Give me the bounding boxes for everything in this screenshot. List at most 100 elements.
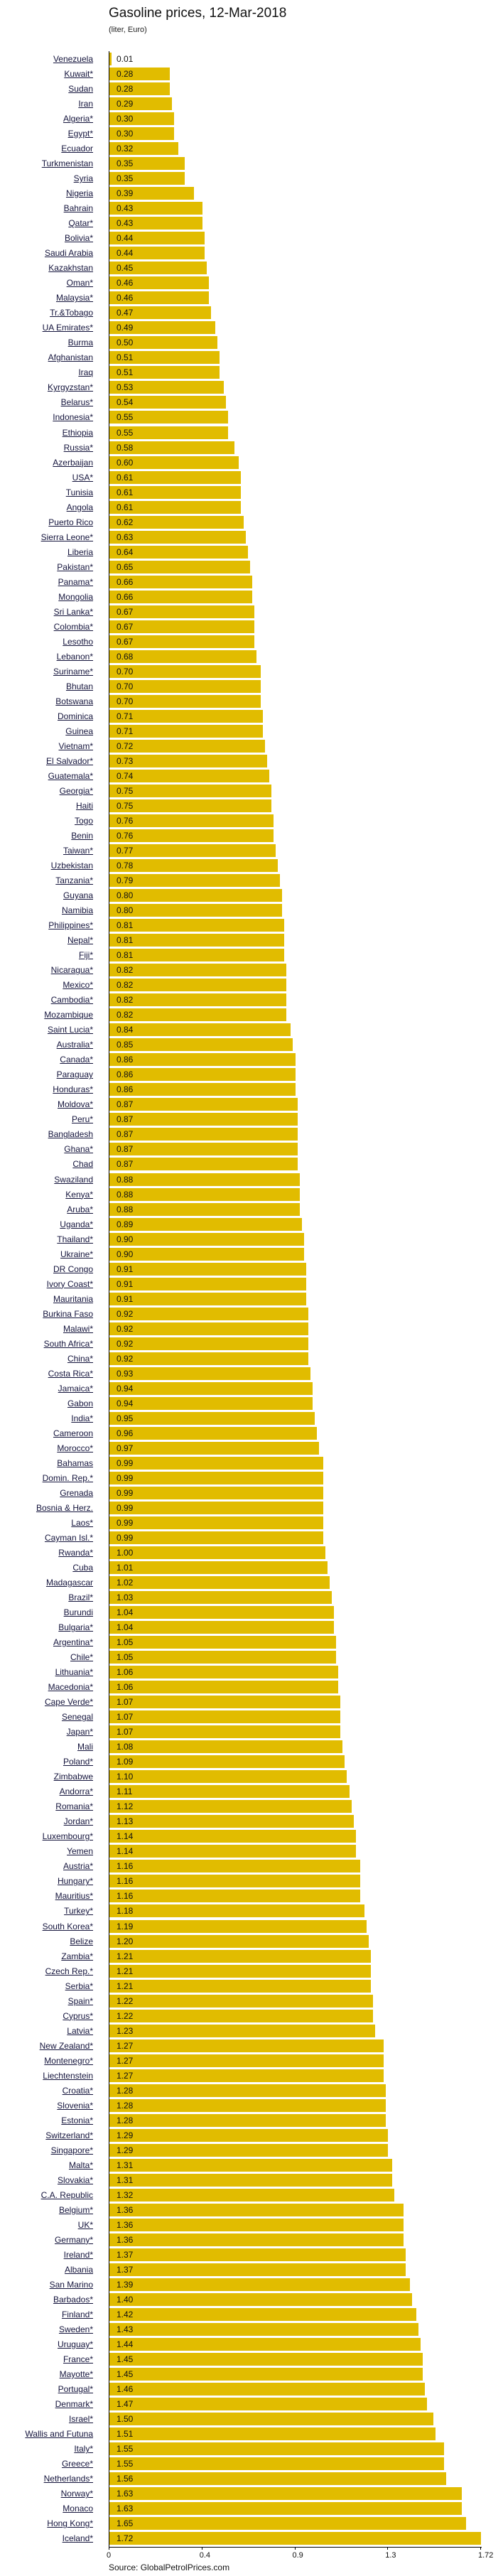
country-label[interactable]: Chad bbox=[72, 1159, 93, 1170]
country-label[interactable]: Australia* bbox=[56, 1040, 93, 1050]
country-label[interactable]: Bangladesh bbox=[48, 1129, 93, 1140]
country-label[interactable]: Lithuania* bbox=[55, 1667, 93, 1678]
country-label[interactable]: Saint Lucia* bbox=[47, 1025, 93, 1035]
country-label[interactable]: Benin bbox=[71, 831, 93, 841]
country-label[interactable]: Laos* bbox=[71, 1517, 93, 1528]
country-label[interactable]: Azerbaijan bbox=[53, 457, 93, 468]
country-label[interactable]: Barbados* bbox=[53, 2295, 93, 2305]
country-label[interactable]: Saudi Arabia bbox=[44, 248, 93, 259]
country-label[interactable]: Lebanon* bbox=[56, 651, 93, 662]
country-label[interactable]: Ethiopia bbox=[62, 427, 93, 438]
country-label[interactable]: Angola bbox=[66, 502, 93, 512]
country-label[interactable]: Russia* bbox=[63, 442, 93, 453]
country-label[interactable]: Sri Lanka* bbox=[53, 606, 93, 617]
country-label[interactable]: Malaysia* bbox=[55, 293, 93, 303]
country-label[interactable]: Iran bbox=[78, 99, 93, 109]
country-label[interactable]: Ghana* bbox=[64, 1144, 93, 1155]
country-label[interactable]: Vietnam* bbox=[58, 740, 93, 751]
country-label[interactable]: Morocco* bbox=[57, 1443, 93, 1453]
country-label[interactable]: Nicaragua* bbox=[50, 965, 93, 976]
country-label[interactable]: Uganda* bbox=[60, 1219, 93, 1229]
country-label[interactable]: Israel* bbox=[68, 2414, 93, 2425]
country-label[interactable]: Macedonia* bbox=[48, 1682, 93, 1693]
country-label[interactable]: Gabon bbox=[67, 1398, 93, 1408]
country-label[interactable]: Argentina* bbox=[53, 1637, 93, 1648]
country-label[interactable]: Puerto Rico bbox=[48, 517, 93, 527]
country-label[interactable]: Colombia* bbox=[53, 621, 93, 632]
country-label[interactable]: Suriname* bbox=[53, 666, 93, 677]
country-label[interactable]: San Marino bbox=[49, 2279, 93, 2290]
country-label[interactable]: South Korea* bbox=[42, 1921, 93, 1931]
country-label[interactable]: Bahrain bbox=[63, 203, 93, 214]
country-label[interactable]: Turkmenistan bbox=[41, 158, 93, 169]
country-label[interactable]: Iceland* bbox=[62, 2533, 93, 2544]
country-label[interactable]: Bhutan bbox=[65, 681, 93, 691]
country-label[interactable]: Mayotte* bbox=[59, 2369, 93, 2380]
country-label[interactable]: Italy* bbox=[74, 2444, 93, 2454]
country-label[interactable]: Poland* bbox=[63, 1757, 93, 1767]
country-label[interactable]: Mauritius* bbox=[55, 1891, 93, 1902]
country-label[interactable]: Fiji* bbox=[79, 950, 93, 961]
country-label[interactable]: Estonia* bbox=[61, 2115, 93, 2125]
country-label[interactable]: Serbia* bbox=[65, 1980, 93, 1991]
country-label[interactable]: Bahamas bbox=[57, 1457, 93, 1468]
country-label[interactable]: Panama* bbox=[58, 576, 93, 587]
country-label[interactable]: Algeria* bbox=[63, 114, 93, 124]
country-label[interactable]: El Salvador* bbox=[45, 755, 93, 766]
country-label[interactable]: Paraguay bbox=[56, 1069, 93, 1080]
country-label[interactable]: Andorra* bbox=[59, 1787, 93, 1797]
country-label[interactable]: Mali bbox=[77, 1742, 93, 1752]
country-label[interactable]: Slovakia* bbox=[57, 2174, 93, 2185]
country-label[interactable]: France* bbox=[63, 2354, 93, 2365]
country-label[interactable]: Iraq bbox=[78, 367, 93, 378]
country-label[interactable]: Moldova* bbox=[57, 1099, 93, 1110]
country-label[interactable]: Philippines* bbox=[48, 920, 93, 931]
country-label[interactable]: Cayman Isl.* bbox=[44, 1532, 93, 1543]
country-label[interactable]: Honduras* bbox=[53, 1084, 93, 1095]
country-label[interactable]: DR Congo bbox=[53, 1263, 93, 1274]
country-label[interactable]: Croatia* bbox=[62, 2085, 93, 2096]
country-label[interactable]: Malawi* bbox=[63, 1323, 93, 1334]
country-label[interactable]: Grenada bbox=[60, 1487, 93, 1498]
country-label[interactable]: C.A. Republic bbox=[40, 2189, 93, 2200]
country-label[interactable]: Cameroon bbox=[53, 1428, 93, 1438]
country-label[interactable]: Jamaica* bbox=[58, 1383, 93, 1394]
country-label[interactable]: Belarus* bbox=[60, 397, 93, 408]
country-label[interactable]: Burma bbox=[67, 338, 93, 348]
country-label[interactable]: Kenya* bbox=[65, 1189, 93, 1200]
country-label[interactable]: Domin. Rep.* bbox=[42, 1472, 93, 1483]
country-label[interactable]: Guinea bbox=[65, 726, 93, 736]
country-label[interactable]: Madagascar bbox=[45, 1578, 93, 1588]
country-label[interactable]: Kyrgyzstan* bbox=[47, 382, 93, 393]
country-label[interactable]: Finland* bbox=[61, 2310, 93, 2320]
country-label[interactable]: Turkey* bbox=[64, 1906, 93, 1917]
country-label[interactable]: Bosnia & Herz. bbox=[36, 1502, 93, 1513]
country-label[interactable]: Ecuador bbox=[61, 144, 93, 154]
country-label[interactable]: Spain* bbox=[67, 1995, 93, 2006]
country-label[interactable]: Brazil* bbox=[68, 1593, 93, 1603]
country-label[interactable]: Liechtenstein bbox=[43, 2070, 93, 2081]
country-label[interactable]: Liberia bbox=[67, 546, 93, 557]
country-label[interactable]: South Africa* bbox=[43, 1338, 93, 1349]
country-label[interactable]: Belize bbox=[70, 1936, 93, 1946]
country-label[interactable]: Yemen bbox=[67, 1846, 93, 1857]
country-label[interactable]: Greece* bbox=[61, 2459, 93, 2469]
country-label[interactable]: Bulgaria* bbox=[58, 1622, 93, 1633]
country-label[interactable]: Indonesia* bbox=[53, 412, 93, 423]
country-label[interactable]: New Zealand* bbox=[39, 2040, 93, 2051]
country-label[interactable]: Monaco bbox=[63, 2504, 93, 2514]
country-label[interactable]: UA Emirates* bbox=[42, 323, 93, 333]
country-label[interactable]: Swaziland bbox=[54, 1174, 93, 1185]
country-label[interactable]: Thailand* bbox=[57, 1234, 93, 1244]
country-label[interactable]: Mongolia bbox=[58, 591, 93, 602]
country-label[interactable]: Uzbekistan bbox=[50, 861, 93, 871]
country-label[interactable]: Chile* bbox=[70, 1652, 93, 1663]
country-label[interactable]: Syria bbox=[73, 173, 93, 184]
country-label[interactable]: Dominica bbox=[57, 711, 93, 721]
country-label[interactable]: Hong Kong* bbox=[47, 2518, 93, 2529]
country-label[interactable]: Ireland* bbox=[63, 2249, 93, 2260]
country-label[interactable]: USA* bbox=[72, 472, 93, 483]
country-label[interactable]: Pakistan* bbox=[57, 561, 93, 572]
country-label[interactable]: Latvia* bbox=[67, 2025, 93, 2036]
country-label[interactable]: Guyana bbox=[63, 890, 93, 901]
